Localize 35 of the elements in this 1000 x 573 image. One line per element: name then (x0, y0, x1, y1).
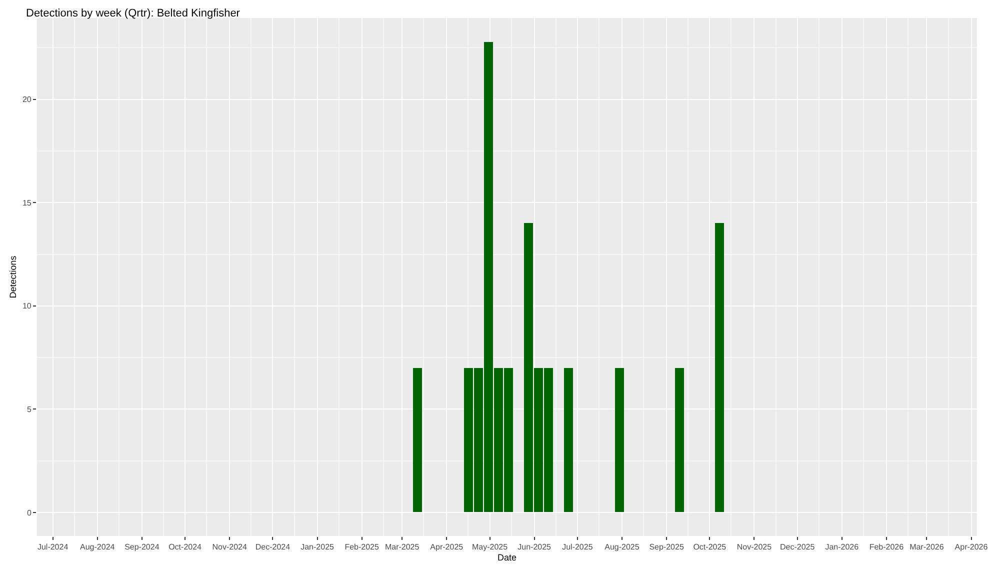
bar (615, 368, 624, 512)
x-tick-label: Jan-2025 (300, 542, 335, 552)
x-tick-label: Oct-2024 (168, 542, 202, 552)
x-tick-label: Dec-2024 (255, 542, 291, 552)
x-tick-label: Feb-2025 (344, 542, 380, 552)
x-tick-label: Oct-2025 (693, 542, 727, 552)
x-tick-label: Feb-2026 (869, 542, 904, 552)
x-tick-label: Nov-2025 (736, 542, 772, 552)
x-tick-label: Apr-2025 (430, 542, 464, 552)
chart-title: Detections by week (Qrtr): Belted Kingfisher (26, 7, 240, 20)
y-tick-label: 5 (26, 404, 32, 414)
x-tick-label: Dec-2025 (780, 542, 816, 552)
y-axis-title: Detections (8, 255, 18, 298)
x-tick-label: Aug-2024 (80, 542, 116, 552)
y-tick-label: 20 (22, 95, 32, 104)
x-tick-label: Jul-2024 (37, 542, 69, 552)
y-tick-label: 0 (26, 508, 32, 518)
x-tick-label: Aug-2025 (604, 542, 640, 552)
bar (413, 368, 422, 512)
x-axis-title: Date (497, 552, 517, 562)
x-tick-label: Mar-2026 (910, 542, 944, 552)
x-tick-label: Jul-2025 (562, 542, 594, 552)
x-tick-label: Jan-2026 (825, 542, 860, 552)
x-tick-label: Sep-2024 (124, 542, 160, 552)
bar (715, 223, 724, 512)
bar (564, 368, 573, 512)
bar (675, 368, 684, 512)
x-tick-label: Jun-2025 (518, 542, 552, 552)
x-tick-label: May-2025 (472, 542, 508, 552)
y-tick-label: 10 (22, 302, 32, 311)
x-tick-label: Mar-2025 (384, 542, 420, 552)
x-tick-label: Sep-2025 (649, 542, 684, 552)
x-tick-label: Apr-2026 (954, 542, 988, 552)
x-tick-label: Nov-2024 (212, 542, 248, 552)
y-tick-label: 15 (22, 198, 32, 208)
